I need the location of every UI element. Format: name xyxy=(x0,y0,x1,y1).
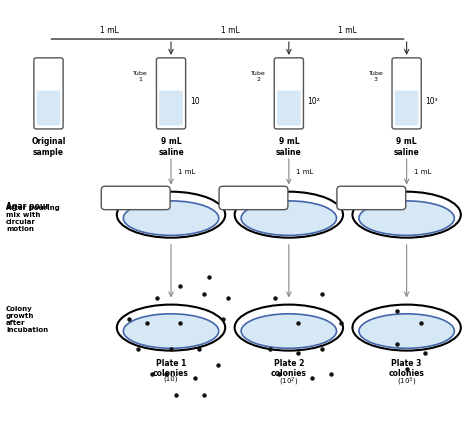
FancyBboxPatch shape xyxy=(277,91,301,125)
FancyBboxPatch shape xyxy=(219,186,288,210)
FancyBboxPatch shape xyxy=(337,186,406,210)
Ellipse shape xyxy=(123,201,219,235)
Text: 10: 10 xyxy=(190,97,200,106)
Text: Colony
growth
after
incubation: Colony growth after incubation xyxy=(6,306,48,333)
Text: Tube
1: Tube 1 xyxy=(133,71,148,82)
Ellipse shape xyxy=(123,314,219,348)
Text: 1 mL: 1 mL xyxy=(220,26,239,35)
Text: Original
sample: Original sample xyxy=(31,137,66,157)
Ellipse shape xyxy=(241,314,337,348)
FancyBboxPatch shape xyxy=(34,58,63,129)
Text: 9 mL
saline: 9 mL saline xyxy=(276,137,302,157)
Ellipse shape xyxy=(117,192,225,238)
Text: (10$^2$): (10$^2$) xyxy=(279,376,299,388)
Text: 10²: 10² xyxy=(308,97,320,106)
Ellipse shape xyxy=(241,201,337,235)
Ellipse shape xyxy=(353,305,461,351)
Ellipse shape xyxy=(235,192,343,238)
FancyBboxPatch shape xyxy=(274,58,303,129)
Text: 1 mL: 1 mL xyxy=(296,169,313,175)
FancyBboxPatch shape xyxy=(395,91,419,125)
Text: 1 mL: 1 mL xyxy=(178,169,195,175)
Text: Plate 3
colonies: Plate 3 colonies xyxy=(389,359,425,378)
Text: 9 mL
saline: 9 mL saline xyxy=(394,137,419,157)
FancyBboxPatch shape xyxy=(101,186,170,210)
Text: 9 mL
saline: 9 mL saline xyxy=(158,137,184,157)
Text: Tube
3: Tube 3 xyxy=(369,71,383,82)
Text: 1 mL: 1 mL xyxy=(100,26,119,35)
Ellipse shape xyxy=(359,314,454,348)
Text: 1 mL: 1 mL xyxy=(338,26,357,35)
Text: Agar pour: Agar pour xyxy=(6,202,49,211)
Text: (10$^3$): (10$^3$) xyxy=(397,376,416,388)
Text: 1 mL: 1 mL xyxy=(414,169,431,175)
FancyBboxPatch shape xyxy=(159,91,183,125)
Text: (10): (10) xyxy=(164,376,178,382)
Ellipse shape xyxy=(117,305,225,351)
Text: 10³: 10³ xyxy=(426,97,438,106)
Ellipse shape xyxy=(353,192,461,238)
FancyBboxPatch shape xyxy=(156,58,186,129)
FancyBboxPatch shape xyxy=(392,58,421,129)
Ellipse shape xyxy=(359,201,454,235)
Ellipse shape xyxy=(235,305,343,351)
Text: After pouring
mix with
circular
motion: After pouring mix with circular motion xyxy=(6,205,60,232)
Text: Tube
2: Tube 2 xyxy=(251,71,265,82)
Text: Plate 2
colonies: Plate 2 colonies xyxy=(271,359,307,378)
Text: Plate 1
colonies: Plate 1 colonies xyxy=(153,359,189,378)
FancyBboxPatch shape xyxy=(36,91,60,125)
